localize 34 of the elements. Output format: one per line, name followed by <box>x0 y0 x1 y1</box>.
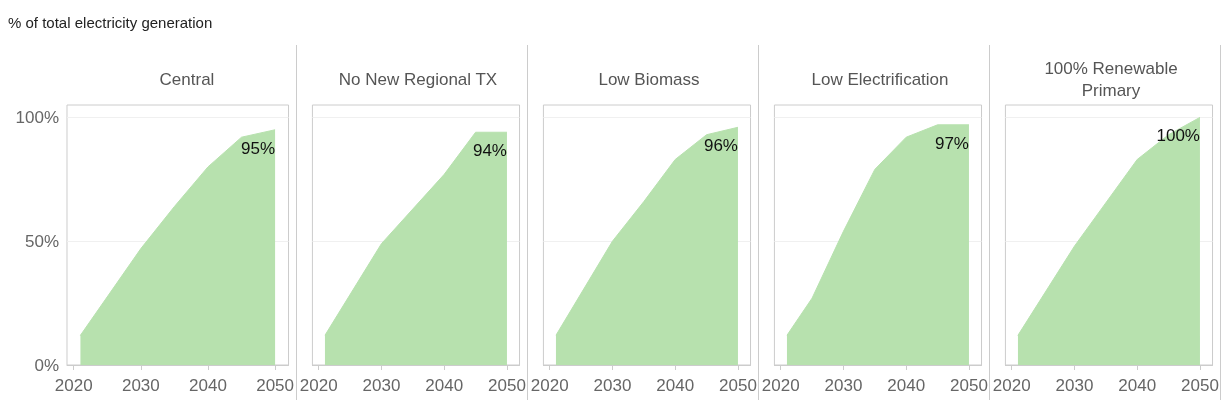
chart-title: Low Biomass <box>598 69 700 89</box>
x-tick-label: 2040 <box>189 376 227 395</box>
x-tick-label: 2020 <box>299 376 338 395</box>
y-tick-label: 50% <box>24 231 59 251</box>
x-tick-label: 2030 <box>593 376 632 395</box>
x-tick-label: 2030 <box>362 376 401 395</box>
y-tick-label: 100% <box>15 107 59 127</box>
data-label: 95% <box>241 138 276 158</box>
chart-title: Central <box>159 69 215 89</box>
y-axis-title: % of total electricity generation <box>8 14 213 31</box>
data-label: 97% <box>934 133 969 153</box>
x-tick-label: 2030 <box>1055 376 1094 395</box>
x-tick-label: 2050 <box>488 376 526 395</box>
chart-title: No New Regional TX <box>338 69 498 89</box>
chart-title: 100% Renewable Primary <box>1044 58 1178 100</box>
x-tick-label: 2020 <box>992 376 1031 395</box>
x-tick-label: 2050 <box>950 376 988 395</box>
data-label: 100% <box>1156 126 1200 146</box>
data-label: 94% <box>472 141 507 161</box>
x-tick-label: 2030 <box>824 376 863 395</box>
x-tick-label: 2040 <box>887 376 926 395</box>
x-tick-label: 2050 <box>256 376 294 395</box>
x-tick-label: 2020 <box>761 376 800 395</box>
x-tick-label: 2040 <box>425 376 464 395</box>
x-tick-label: 2030 <box>121 376 160 395</box>
chart-title: Low Electrification <box>811 69 949 89</box>
data-label: 96% <box>703 136 738 156</box>
x-tick-label: 2040 <box>1118 376 1157 395</box>
y-tick-label: 0% <box>34 355 59 375</box>
x-tick-label: 2020 <box>54 376 93 395</box>
x-tick-label: 2040 <box>656 376 695 395</box>
x-tick-label: 2020 <box>530 376 569 395</box>
x-tick-label: 2050 <box>1181 376 1219 395</box>
x-tick-label: 2050 <box>719 376 757 395</box>
